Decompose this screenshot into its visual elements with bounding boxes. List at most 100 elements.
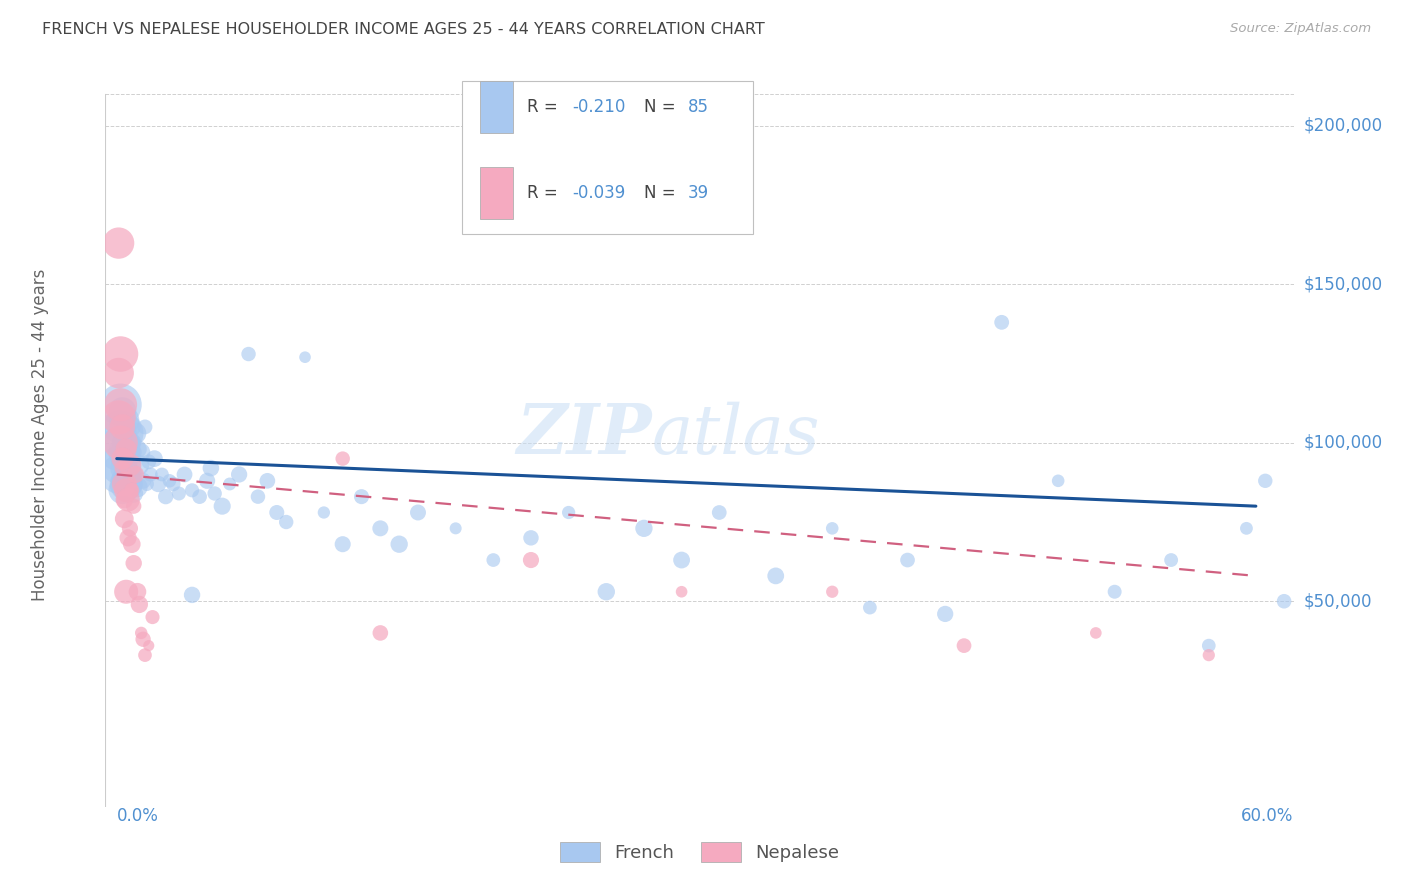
Point: [934, 607, 956, 621]
Point: [115, 483, 138, 498]
Point: [132, 632, 155, 647]
Point: [115, 426, 138, 441]
Point: [155, 490, 177, 504]
Point: [117, 531, 139, 545]
Point: [482, 553, 505, 567]
Point: [121, 435, 143, 450]
Point: [118, 458, 141, 472]
Point: [117, 435, 139, 450]
Point: [595, 584, 617, 599]
Point: [1254, 474, 1277, 488]
Point: [121, 477, 143, 491]
Point: [370, 626, 392, 640]
Point: [124, 467, 146, 482]
Point: [118, 521, 141, 535]
Point: [117, 467, 139, 482]
Point: [115, 442, 138, 456]
Point: [107, 236, 129, 251]
Point: [671, 584, 693, 599]
FancyBboxPatch shape: [461, 81, 754, 234]
Point: [122, 499, 145, 513]
Point: [111, 435, 134, 450]
Point: [350, 490, 373, 504]
Point: [134, 648, 156, 662]
Point: [859, 600, 882, 615]
Point: [821, 521, 844, 535]
Bar: [479, 167, 513, 219]
Point: [765, 569, 787, 583]
Point: [141, 610, 163, 624]
Point: [138, 639, 160, 653]
Point: [204, 486, 226, 500]
Point: [112, 445, 135, 459]
Point: [115, 477, 138, 491]
Text: N =: N =: [644, 98, 679, 116]
Point: [195, 474, 218, 488]
Point: [129, 445, 152, 459]
Point: [1104, 584, 1126, 599]
Point: [332, 451, 354, 466]
Point: [228, 467, 250, 482]
Text: $200,000: $200,000: [1303, 117, 1382, 135]
Point: [110, 398, 132, 412]
Point: [132, 474, 155, 488]
Point: [107, 420, 129, 434]
Point: [953, 639, 976, 653]
Text: $100,000: $100,000: [1303, 434, 1382, 451]
Point: [671, 553, 693, 567]
Point: [256, 474, 278, 488]
Point: [110, 458, 132, 472]
Point: [520, 531, 543, 545]
Point: [122, 445, 145, 459]
Point: [111, 461, 134, 475]
Point: [633, 521, 655, 535]
Point: [139, 467, 162, 482]
Point: [111, 483, 134, 498]
Point: [821, 584, 844, 599]
Point: [110, 435, 132, 450]
Text: 60.0%: 60.0%: [1241, 807, 1294, 825]
Point: [121, 483, 143, 498]
Text: 0.0%: 0.0%: [117, 807, 159, 825]
Point: [110, 426, 132, 441]
Point: [1084, 626, 1107, 640]
Point: [159, 474, 181, 488]
Point: [1198, 648, 1220, 662]
Point: [188, 490, 211, 504]
Text: R =: R =: [527, 98, 561, 116]
Point: [112, 492, 135, 507]
Point: [1272, 594, 1295, 608]
Point: [520, 553, 543, 567]
Point: [115, 451, 138, 466]
Point: [112, 474, 135, 488]
Point: [146, 477, 169, 491]
Point: [118, 420, 141, 434]
Point: [150, 467, 173, 482]
Point: [112, 512, 135, 526]
Text: R =: R =: [527, 184, 561, 202]
Point: [294, 350, 316, 364]
Point: [107, 410, 129, 425]
Point: [1160, 553, 1182, 567]
Text: -0.039: -0.039: [572, 184, 626, 202]
Text: -0.210: -0.210: [572, 98, 626, 116]
Point: [444, 521, 467, 535]
Point: [312, 506, 335, 520]
Point: [211, 499, 233, 513]
Bar: [479, 81, 513, 133]
Point: [117, 492, 139, 507]
Point: [406, 506, 429, 520]
Point: [121, 537, 143, 551]
Point: [1198, 639, 1220, 653]
Point: [107, 442, 129, 456]
Point: [181, 483, 204, 498]
Point: [127, 584, 149, 599]
Text: ZIP: ZIP: [516, 401, 652, 468]
Point: [138, 455, 160, 469]
Text: N =: N =: [644, 184, 679, 202]
Point: [557, 506, 579, 520]
Point: [107, 366, 129, 380]
Point: [111, 451, 134, 466]
Text: Householder Income Ages 25 - 44 years: Householder Income Ages 25 - 44 years: [31, 268, 49, 601]
Point: [276, 515, 298, 529]
